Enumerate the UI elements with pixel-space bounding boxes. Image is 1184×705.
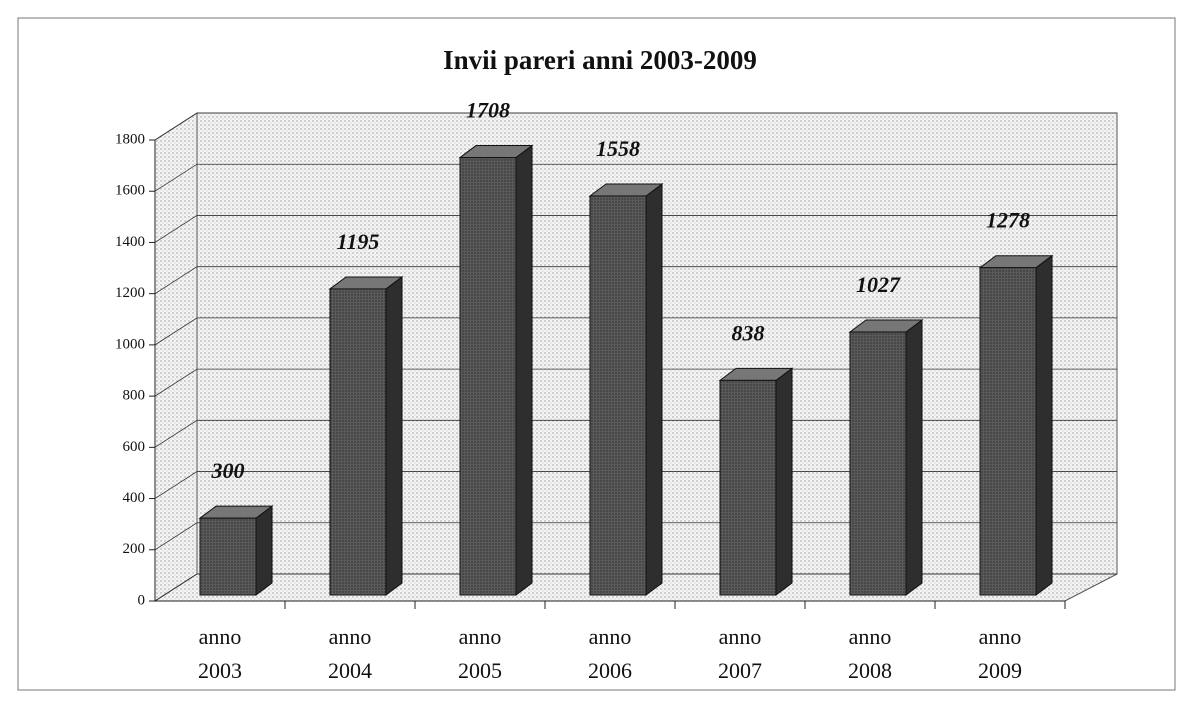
y-tick-label: 400 [123,490,146,506]
x-tick-label: anno 2007 [718,624,762,683]
x-tick-label: anno 2009 [978,624,1022,683]
grid-line [154,215,1117,243]
grid-line [154,266,1117,295]
y-tick-label: 800 [123,388,146,404]
x-tick-label: anno 2004 [328,624,372,683]
data-label: 1708 [466,98,510,123]
bar [329,288,387,596]
x-tick-label: anno 2003 [198,624,242,683]
x-tick-label: anno 2006 [588,624,632,683]
x-tick-label: anno 2008 [848,624,892,683]
bar [459,157,517,596]
grid-line [154,163,1117,192]
data-label: 1027 [856,272,901,297]
bar-side [1035,254,1053,596]
y-tick-label: 1800 [115,131,145,147]
data-label: 1278 [986,208,1030,233]
y-tick-label: 1400 [115,234,145,250]
grid-line [154,471,1117,499]
bar [719,379,777,596]
x-tick-label: anno 2005 [458,624,502,683]
bar-side [645,182,663,596]
bar [199,517,257,596]
grid-line [154,317,1117,346]
grid-line [154,573,1117,602]
grid-line [154,112,1117,141]
bar-side [255,505,273,596]
y-tick-label: 1200 [115,285,145,301]
bar [589,195,647,596]
bar-side [515,144,533,596]
bar [849,331,907,596]
y-tick-label: 0 [138,592,146,608]
chart-title: Invii pareri anni 2003-2009 [443,45,757,75]
bar-side [385,275,403,596]
data-label: 1195 [337,229,380,254]
bar-side [905,318,923,596]
y-tick-label: 200 [123,541,146,557]
y-tick-label: 1600 [115,183,145,199]
y-tick-label: 600 [123,439,146,455]
data-label: 838 [732,320,765,345]
grid-line [154,368,1117,397]
bar-side [775,367,793,596]
bar [979,267,1037,596]
grid-line [154,419,1117,448]
data-label: 1558 [596,136,640,161]
data-label: 300 [211,458,245,483]
side-wall [154,112,198,602]
y-tick-label: 1000 [115,336,145,352]
grid-line [154,522,1117,551]
